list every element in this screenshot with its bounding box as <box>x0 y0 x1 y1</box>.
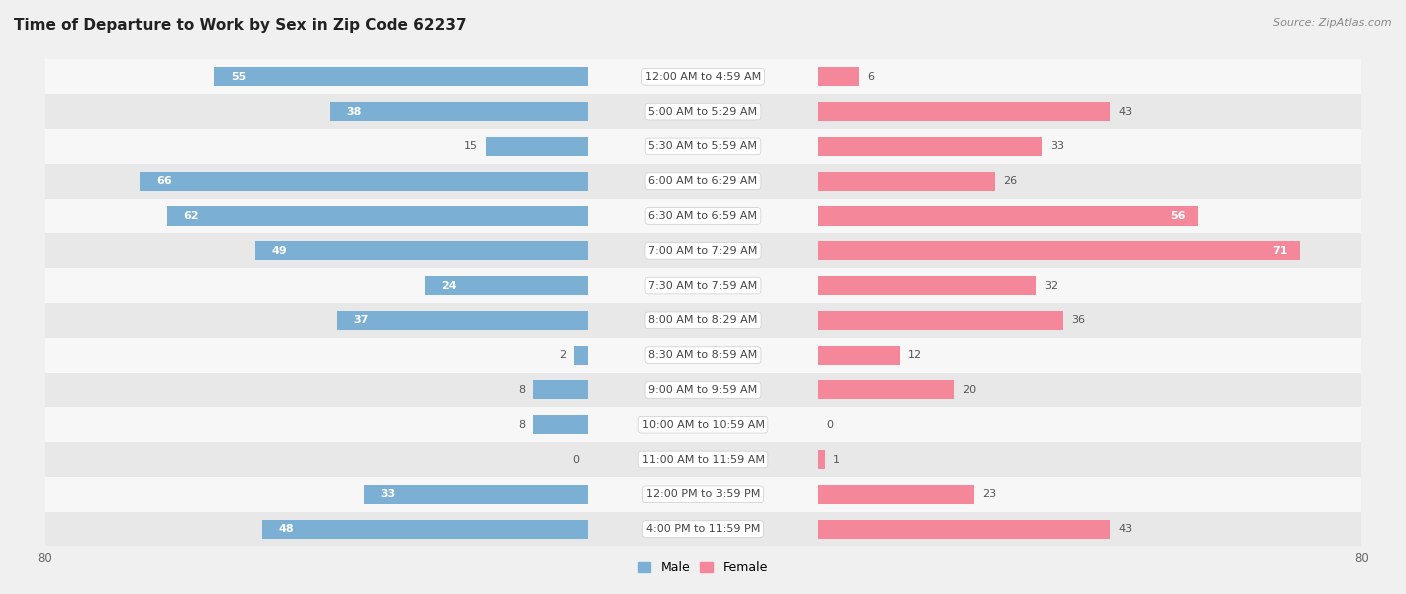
Bar <box>818 241 1301 260</box>
Text: 5:00 AM to 5:29 AM: 5:00 AM to 5:29 AM <box>648 106 758 116</box>
Text: 0: 0 <box>827 420 834 429</box>
Bar <box>533 415 588 434</box>
Bar <box>45 129 1361 164</box>
Bar <box>45 338 1361 372</box>
Text: 0: 0 <box>572 454 579 465</box>
Text: 26: 26 <box>1002 176 1017 186</box>
Bar <box>45 268 1361 303</box>
Text: 7:30 AM to 7:59 AM: 7:30 AM to 7:59 AM <box>648 280 758 290</box>
Text: 8: 8 <box>517 385 526 395</box>
Text: Source: ZipAtlas.com: Source: ZipAtlas.com <box>1274 18 1392 28</box>
Bar <box>336 311 588 330</box>
Bar <box>214 67 588 86</box>
Text: 56: 56 <box>1171 211 1187 221</box>
Text: 24: 24 <box>441 280 457 290</box>
Bar <box>364 485 588 504</box>
Bar <box>818 485 974 504</box>
Text: 12:00 PM to 3:59 PM: 12:00 PM to 3:59 PM <box>645 489 761 500</box>
Text: 43: 43 <box>1118 106 1133 116</box>
Bar <box>167 206 588 226</box>
Bar <box>818 276 1035 295</box>
Text: 11:00 AM to 11:59 AM: 11:00 AM to 11:59 AM <box>641 454 765 465</box>
Bar <box>818 172 995 191</box>
Text: 36: 36 <box>1071 315 1085 326</box>
Text: 1: 1 <box>834 454 841 465</box>
Bar <box>533 380 588 400</box>
Bar <box>262 520 588 539</box>
Bar <box>139 172 588 191</box>
Text: 10:00 AM to 10:59 AM: 10:00 AM to 10:59 AM <box>641 420 765 429</box>
Bar <box>45 303 1361 338</box>
Bar <box>45 477 1361 511</box>
Text: 43: 43 <box>1118 524 1133 534</box>
Bar <box>818 380 955 400</box>
Bar <box>425 276 588 295</box>
Text: 37: 37 <box>353 315 368 326</box>
Bar <box>45 407 1361 442</box>
Bar <box>45 164 1361 198</box>
Text: 66: 66 <box>156 176 172 186</box>
Text: 48: 48 <box>278 524 294 534</box>
Text: 6:30 AM to 6:59 AM: 6:30 AM to 6:59 AM <box>648 211 758 221</box>
Bar <box>45 59 1361 94</box>
Bar <box>818 346 900 365</box>
Bar <box>330 102 588 121</box>
Text: 6:00 AM to 6:29 AM: 6:00 AM to 6:29 AM <box>648 176 758 186</box>
Text: 15: 15 <box>464 141 478 151</box>
Text: 8:00 AM to 8:29 AM: 8:00 AM to 8:29 AM <box>648 315 758 326</box>
Bar <box>486 137 588 156</box>
Legend: Male, Female: Male, Female <box>633 556 773 579</box>
Bar <box>254 241 588 260</box>
Text: 2: 2 <box>558 350 567 360</box>
Text: 5:30 AM to 5:59 AM: 5:30 AM to 5:59 AM <box>648 141 758 151</box>
Text: 4:00 PM to 11:59 PM: 4:00 PM to 11:59 PM <box>645 524 761 534</box>
Bar <box>818 311 1063 330</box>
Text: 23: 23 <box>983 489 997 500</box>
Text: 12: 12 <box>908 350 922 360</box>
Text: 8:30 AM to 8:59 AM: 8:30 AM to 8:59 AM <box>648 350 758 360</box>
Text: 62: 62 <box>183 211 198 221</box>
Bar <box>818 102 1111 121</box>
Text: 20: 20 <box>962 385 976 395</box>
Bar <box>45 511 1361 546</box>
Bar <box>818 137 1042 156</box>
Text: 38: 38 <box>346 106 361 116</box>
Text: 49: 49 <box>271 246 287 256</box>
Bar <box>818 450 825 469</box>
Bar <box>45 372 1361 407</box>
Text: 9:00 AM to 9:59 AM: 9:00 AM to 9:59 AM <box>648 385 758 395</box>
Text: 8: 8 <box>517 420 526 429</box>
Text: 7:00 AM to 7:29 AM: 7:00 AM to 7:29 AM <box>648 246 758 256</box>
Text: 6: 6 <box>868 72 875 82</box>
Text: 32: 32 <box>1043 280 1057 290</box>
Text: Time of Departure to Work by Sex in Zip Code 62237: Time of Departure to Work by Sex in Zip … <box>14 18 467 33</box>
Bar <box>818 206 1198 226</box>
Text: 12:00 AM to 4:59 AM: 12:00 AM to 4:59 AM <box>645 72 761 82</box>
Bar <box>574 346 588 365</box>
Text: 55: 55 <box>231 72 246 82</box>
Bar <box>45 233 1361 268</box>
Bar <box>45 94 1361 129</box>
Bar <box>818 67 859 86</box>
Text: 33: 33 <box>380 489 395 500</box>
Text: 71: 71 <box>1272 246 1288 256</box>
Bar <box>818 520 1111 539</box>
Bar <box>45 198 1361 233</box>
Text: 33: 33 <box>1050 141 1064 151</box>
Bar <box>45 442 1361 477</box>
